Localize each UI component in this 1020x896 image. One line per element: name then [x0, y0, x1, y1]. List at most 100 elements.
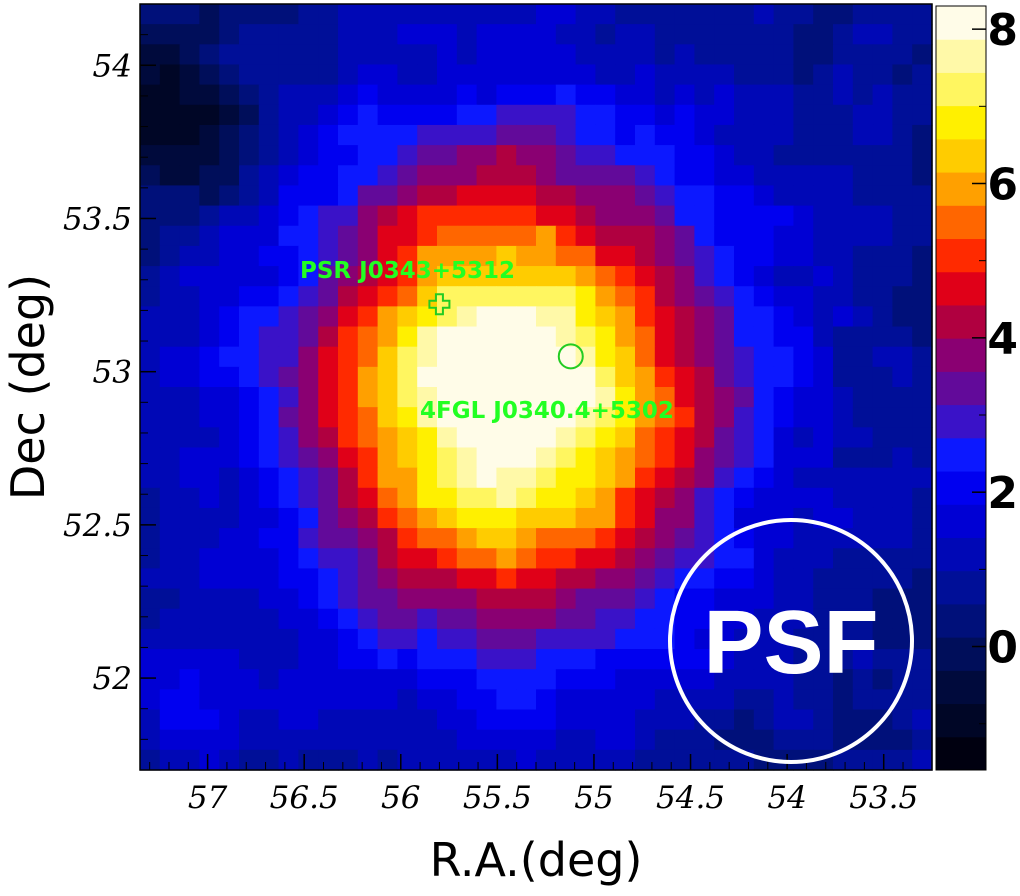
heatmap-cell — [219, 165, 240, 187]
heatmap-cell — [872, 104, 893, 126]
heatmap-cell — [852, 427, 874, 449]
heatmap-cell — [793, 306, 814, 328]
heatmap-cell — [476, 649, 497, 670]
heatmap-cell — [892, 185, 913, 207]
heatmap-cell — [338, 104, 359, 126]
heatmap-cell — [377, 568, 398, 590]
heatmap-cell — [239, 145, 260, 166]
heatmap-cell — [239, 528, 260, 549]
heatmap-cell — [833, 407, 854, 428]
heatmap-cell — [852, 104, 874, 126]
colorbar-segment — [936, 703, 986, 738]
heatmap-cell — [555, 326, 577, 348]
heatmap-cell — [377, 427, 398, 449]
heatmap-cell — [892, 548, 913, 570]
heatmap-cell — [318, 649, 339, 670]
heatmap-cell — [575, 387, 596, 408]
heatmap-cell — [793, 326, 814, 348]
heatmap-cell — [437, 588, 458, 610]
heatmap-cell — [793, 366, 814, 388]
heatmap-cell — [773, 387, 794, 408]
heatmap-cell — [278, 306, 299, 328]
heatmap-cell — [377, 24, 398, 45]
heatmap-cell — [615, 124, 636, 146]
heatmap-cell — [258, 124, 280, 146]
colorbar-segment — [936, 637, 986, 671]
heatmap-cell — [813, 84, 834, 106]
heatmap-cell — [159, 205, 181, 227]
heatmap-cell — [912, 407, 933, 428]
colorbar-segment — [936, 471, 986, 505]
heatmap-cell — [536, 447, 557, 469]
heatmap-cell — [813, 24, 834, 45]
heatmap-cell — [813, 528, 834, 549]
heatmap-cell — [694, 568, 715, 590]
heatmap-cell — [456, 689, 478, 711]
heatmap-cell — [258, 467, 280, 489]
heatmap-cell — [872, 487, 893, 509]
heatmap-cell — [318, 387, 339, 408]
heatmap-cell — [417, 447, 438, 469]
heatmap-cell — [674, 608, 695, 630]
heatmap-cell — [476, 387, 497, 408]
x-axis: 57 56.5 56 55.5 55 54.5 54 53.5 — [149, 754, 918, 816]
heatmap-cell — [872, 588, 893, 610]
heatmap-cell — [912, 145, 933, 166]
heatmap-cell — [357, 124, 379, 146]
heatmap-cell — [357, 84, 379, 106]
heatmap-cell — [615, 286, 636, 307]
heatmap-cell — [278, 729, 299, 751]
heatmap-cell — [199, 165, 220, 187]
heatmap-cell — [773, 306, 794, 328]
heatmap-cell — [595, 4, 616, 25]
heatmap-cell — [199, 407, 220, 428]
heatmap-cell — [219, 709, 240, 731]
heatmap-cell — [456, 387, 478, 408]
heatmap-cell — [140, 689, 161, 711]
heatmap-cell — [674, 205, 695, 227]
heatmap-cell — [793, 286, 814, 307]
heatmap-cell — [753, 245, 775, 267]
heatmap-cell — [753, 286, 775, 307]
heatmap-cell — [298, 84, 319, 106]
heatmap-cell — [496, 266, 517, 287]
heatmap-cell — [179, 548, 200, 570]
heatmap-cell — [654, 588, 676, 610]
heatmap-cell — [338, 387, 359, 408]
heatmap-cell — [397, 306, 418, 328]
heatmap-cell — [437, 346, 458, 368]
heatmap-cell — [912, 266, 933, 287]
heatmap-cell — [575, 4, 596, 25]
heatmap-cell — [793, 185, 814, 207]
heatmap-cell — [912, 64, 933, 86]
heatmap-cell — [357, 628, 379, 650]
heatmap-cell — [734, 346, 755, 368]
heatmap-cell — [852, 588, 874, 610]
heatmap-cell — [654, 487, 676, 509]
heatmap-cell — [575, 689, 596, 711]
heatmap-cell — [615, 24, 636, 45]
heatmap-cell — [615, 467, 636, 489]
heatmap-cell — [793, 266, 814, 287]
heatmap-cell — [417, 487, 438, 509]
heatmap-cell — [140, 507, 161, 529]
heatmap-cell — [417, 507, 438, 529]
heatmap-cell — [417, 427, 438, 449]
heatmap-cell — [694, 467, 715, 489]
heatmap-cell — [278, 346, 299, 368]
heatmap-cell — [476, 245, 497, 267]
heatmap-cell — [793, 649, 814, 670]
heatmap-cell — [536, 709, 557, 731]
heatmap-cell — [734, 507, 755, 529]
heatmap-cell — [892, 64, 913, 86]
heatmap-cell — [437, 24, 458, 45]
heatmap-cell — [773, 124, 794, 146]
heatmap-cell — [278, 528, 299, 549]
heatmap-cell — [872, 628, 893, 650]
colorbar-tick-label: 8 — [987, 5, 1018, 56]
colorbar-frame — [935, 5, 987, 771]
heatmap-cell — [258, 427, 280, 449]
heatmap-cell — [615, 346, 636, 368]
heatmap-cell — [456, 366, 478, 388]
heatmap-cell — [635, 266, 656, 287]
